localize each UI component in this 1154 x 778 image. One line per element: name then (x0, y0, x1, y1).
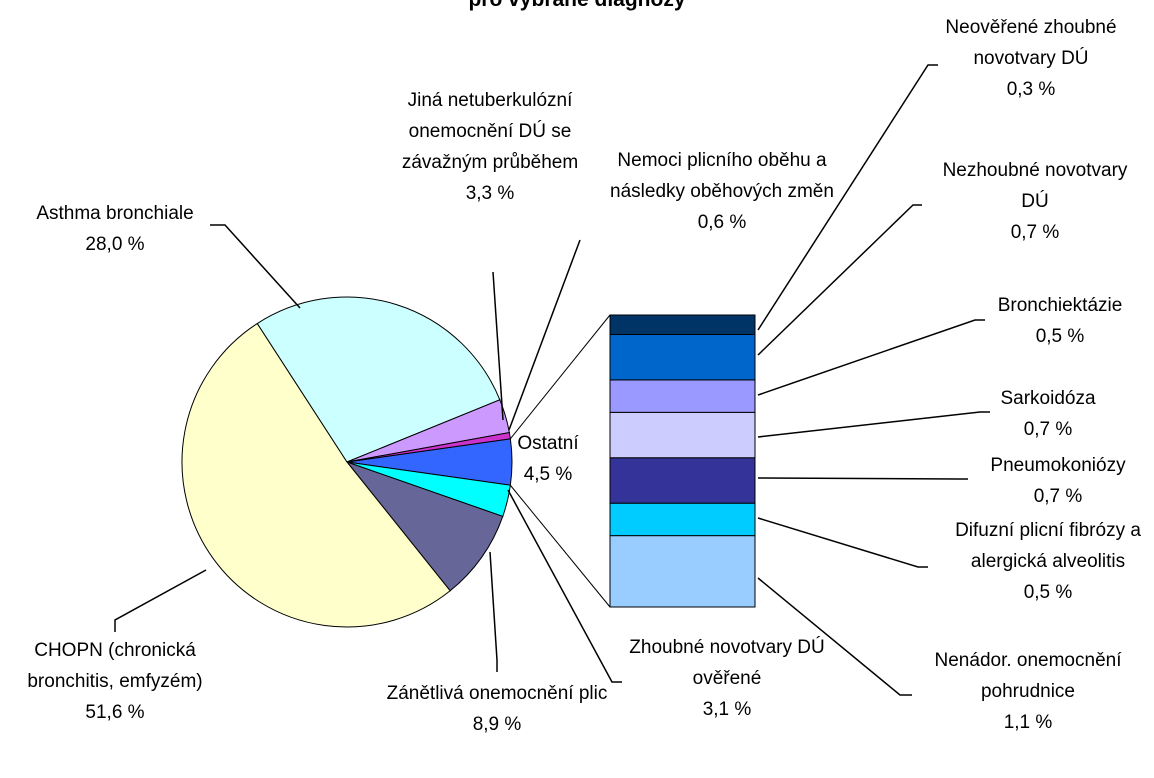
bar-segment (609, 379, 756, 413)
bar-segment (609, 314, 756, 335)
bar-segment (609, 333, 756, 381)
category-name: Neověřené zhoubné novotvary DÚ (945, 17, 1117, 69)
category-name: Zánětlivá onemocnění plic (386, 683, 608, 704)
data-label: Ostatní 4,5 % (503, 428, 593, 490)
data-label: Pneumokoniózy 0,7 % (958, 450, 1154, 512)
category-name: Ostatní (517, 433, 579, 454)
leader-line (757, 204, 922, 356)
leader-line (757, 319, 985, 396)
leader-line (492, 271, 504, 421)
pie-slice (181, 322, 451, 628)
leader-line (757, 517, 928, 568)
value-label: 51,6 % (85, 702, 145, 723)
value-label: 3,3 % (465, 183, 515, 204)
category-name: CHOPN (chronická bronchitis, emfyzém) (27, 640, 203, 692)
leader-line (508, 239, 581, 431)
leader-line (757, 411, 990, 438)
bar-segment (609, 502, 756, 537)
category-name: Nemoci plicního oběhu a následky oběhový… (610, 150, 834, 202)
bar-segment (609, 457, 756, 504)
connector (509, 314, 611, 440)
category-name: Asthma bronchiale (36, 203, 194, 224)
value-label: 4,5 % (523, 464, 573, 485)
leader-line (757, 64, 938, 331)
data-label: Zhoubné novotvary DÚ ověřené 3,1 % (625, 632, 830, 725)
category-name: Pneumokoniózy (990, 455, 1126, 476)
leader-line (114, 569, 207, 632)
data-label: CHOPN (chronická bronchitis, emfyzém) 51,… (0, 635, 233, 728)
value-label: 0,7 % (1023, 419, 1073, 440)
leader-line (757, 577, 912, 696)
value-label: 0,5 % (1035, 326, 1085, 347)
data-label: Nemoci plicního oběhu a následky oběhový… (597, 145, 847, 238)
connector (509, 484, 611, 608)
data-label: Difuzní plicní fibrózy a alergická alveo… (928, 515, 1154, 608)
value-label: 1,1 % (1003, 712, 1053, 733)
data-label: Bronchiektázie 0,5 % (960, 290, 1154, 352)
category-name: Bronchiektázie (997, 295, 1123, 316)
value-label: 0,3 % (1006, 79, 1056, 100)
value-label: 8,9 % (472, 714, 522, 735)
pie-slice (256, 296, 501, 463)
bar-segment (609, 535, 756, 608)
category-name: Sarkoidóza (1000, 388, 1096, 409)
data-label: Jiná netuberkulózní onemocnění DÚ se záv… (383, 85, 598, 209)
chart-title: pro vybrané diagnózy (0, 0, 1154, 12)
leader-line (210, 224, 301, 309)
pie-slice (345, 460, 504, 592)
value-label: 0,5 % (1023, 582, 1073, 603)
category-name: Difuzní plicní fibrózy a alergická alveo… (955, 520, 1141, 572)
value-label: 0,6 % (697, 212, 747, 233)
value-label: 0,7 % (1033, 486, 1083, 507)
data-label: Asthma bronchiale 28,0 % (5, 198, 225, 260)
category-name: Zhoubné novotvary DÚ ověřené (629, 637, 825, 689)
data-label: Zánětlivá onemocnění plic 8,9 % (377, 678, 617, 740)
leader-line (507, 489, 622, 683)
value-label: 0,7 % (1010, 222, 1060, 243)
value-label: 28,0 % (85, 234, 145, 255)
category-name: Nezhoubné novotvary DÚ (942, 160, 1128, 212)
category-name: Jiná netuberkulózní onemocnění DÚ se záv… (401, 90, 579, 173)
value-label: 3,1 % (702, 699, 752, 720)
data-label: Nezhoubné novotvary DÚ 0,7 % (930, 155, 1140, 248)
bar-segment (609, 411, 756, 459)
data-label: Nenádor. onemocnění pohrudnice 1,1 % (923, 645, 1133, 738)
data-label: Sarkoidóza 0,7 % (958, 383, 1138, 445)
leader-line (489, 551, 498, 672)
category-name: Nenádor. onemocnění pohrudnice (934, 650, 1122, 702)
data-label: Neověřené zhoubné novotvary DÚ 0,3 % (931, 12, 1131, 105)
leader-line (757, 477, 968, 480)
